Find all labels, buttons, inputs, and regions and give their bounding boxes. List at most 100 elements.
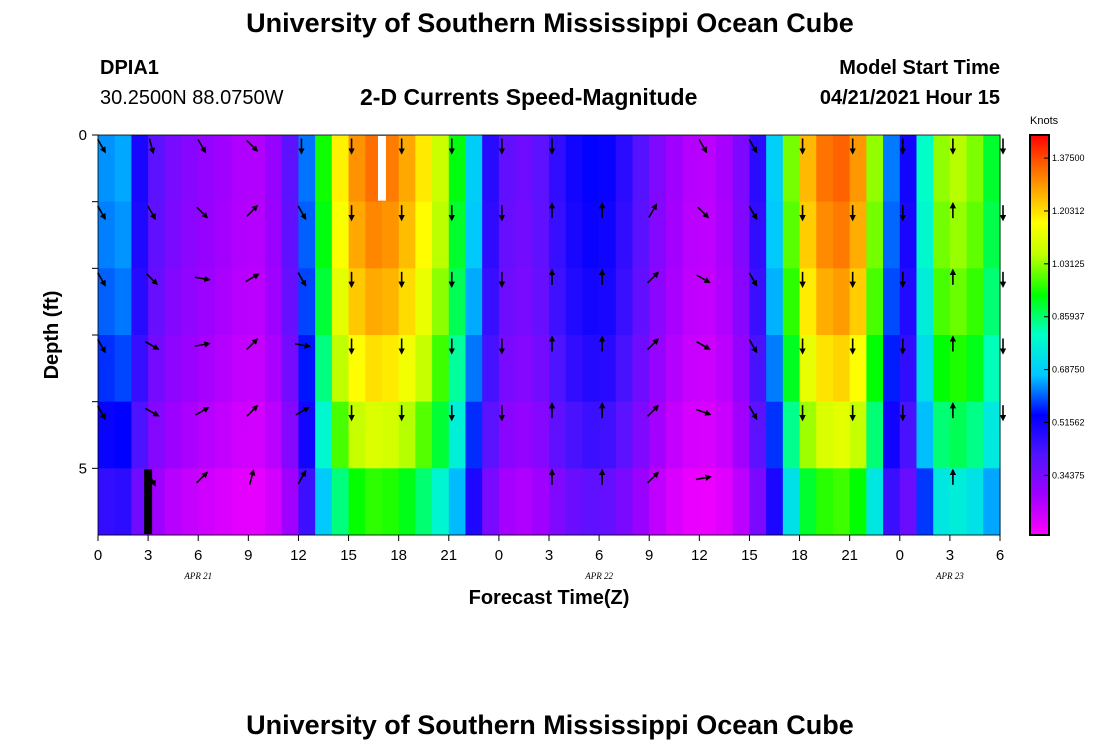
heatmap-cell — [682, 201, 700, 269]
current-vector-arrow — [197, 138, 207, 154]
current-vector-arrow — [97, 138, 106, 154]
heatmap-cell — [214, 135, 233, 203]
heatmap-cell — [114, 335, 132, 403]
heatmap-cell — [782, 268, 801, 336]
heatmap-cell — [949, 268, 968, 336]
heatmap-cell — [181, 468, 199, 536]
heatmap-cell — [148, 335, 166, 403]
heatmap-cell — [699, 268, 717, 336]
heatmap-cell — [432, 201, 450, 269]
heatmap-cell — [883, 335, 901, 403]
heatmap-cell — [315, 401, 333, 469]
heatmap-cell — [866, 201, 884, 269]
heatmap-cell — [983, 401, 1001, 469]
x-tick-label: 6 — [595, 547, 603, 564]
heatmap-cell — [482, 135, 500, 203]
x-tick-label: 0 — [896, 547, 904, 564]
heatmap-cell — [515, 268, 533, 336]
heatmap-cell — [131, 335, 149, 403]
heatmap-cell — [933, 135, 951, 203]
heatmap-cell — [231, 268, 249, 336]
heatmap-cell — [265, 268, 283, 336]
heatmap-cell — [131, 201, 149, 269]
heatmap-cells — [98, 135, 1001, 536]
station-id: DPIA1 — [100, 57, 159, 79]
heatmap-cell — [565, 268, 583, 336]
current-vector-arrow — [148, 138, 156, 155]
heatmap-cell — [281, 201, 300, 269]
heatmap-cell — [716, 401, 734, 469]
heatmap-cell — [532, 135, 550, 203]
date-label: APR 23 — [935, 571, 964, 581]
heatmap-cell — [732, 201, 751, 269]
x-tick-label: 21 — [440, 547, 457, 564]
x-axis-title: Forecast Time(Z) — [469, 587, 630, 609]
current-vector-arrow — [145, 407, 160, 417]
heatmap-cell — [966, 201, 984, 269]
x-tick-label: 6 — [194, 547, 202, 564]
heatmap-cell — [549, 468, 567, 536]
axes: 0 3 6 9 12 15 18 21 0 3 6 9 12 15 18 21 0 3 6 APR 21 APR 22 A… — [79, 127, 1005, 581]
heatmap-cell — [782, 335, 801, 403]
heatmap-cell — [331, 135, 350, 203]
heatmap-cell — [866, 335, 884, 403]
black-bar-marker — [144, 469, 153, 534]
heatmap-cell — [549, 335, 567, 403]
heatmap-cell — [883, 468, 901, 536]
heatmap-cell — [448, 468, 467, 536]
heatmap-cell — [465, 401, 483, 469]
heatmap-cell — [181, 135, 199, 203]
heatmap-cell — [482, 401, 500, 469]
heatmap-cell — [565, 335, 583, 403]
heatmap-cell — [966, 135, 984, 203]
heatmap-cell — [231, 468, 249, 536]
heatmap-cell — [532, 468, 550, 536]
date-label: APR 21 — [183, 571, 212, 581]
heatmap-cell — [866, 135, 884, 203]
colorbar-unit: Knots — [1030, 115, 1059, 127]
heatmap-cell — [331, 335, 350, 403]
heatmap-cell — [949, 335, 968, 403]
current-vector-arrow — [748, 138, 758, 154]
current-vector-arrow — [145, 341, 160, 350]
heatmap-cell — [615, 201, 634, 269]
heatmap-cell — [181, 335, 199, 403]
x-tick-label: 15 — [741, 547, 758, 564]
heatmap-cell — [949, 401, 968, 469]
heatmap-cell — [315, 135, 333, 203]
markers-layer — [144, 136, 386, 534]
heatmap-cell — [549, 201, 567, 269]
heatmap-cell — [331, 201, 350, 269]
heatmap-cell — [131, 135, 149, 203]
heatmap-cell — [732, 468, 751, 536]
heatmap-cell — [732, 401, 751, 469]
current-vector-arrow — [696, 274, 711, 284]
heatmap-cell — [883, 268, 901, 336]
current-vector-arrow — [246, 204, 259, 217]
heatmap-cell — [599, 468, 617, 536]
x-tick-label: 6 — [996, 547, 1004, 564]
heatmap-cell — [615, 468, 634, 536]
heatmap-cell — [565, 201, 583, 269]
heatmap-cell — [398, 468, 416, 536]
current-vector-arrow — [97, 272, 106, 287]
heatmap-cell — [632, 401, 650, 469]
heatmap-cell — [832, 268, 851, 336]
heatmap-cell — [682, 401, 700, 469]
heatmap-cell — [315, 268, 333, 336]
heatmap-cell — [899, 468, 918, 536]
heatmap-cell — [732, 268, 751, 336]
current-vector-arrow — [147, 205, 156, 221]
heatmap-cell — [465, 201, 483, 269]
heatmap-cell — [114, 468, 132, 536]
heatmap-cell — [732, 335, 751, 403]
colorbar-tick-label: 0.34375 — [1052, 470, 1085, 480]
model-start-label: Model Start Time — [839, 57, 1000, 79]
heatmap-cell — [498, 468, 517, 536]
current-vector-arrow — [97, 405, 106, 421]
heatmap-cell — [331, 401, 350, 469]
colorbar-tick-label: 0.51562 — [1052, 418, 1085, 428]
heatmap-cell — [565, 135, 583, 203]
heatmap-cell — [716, 335, 734, 403]
heatmap-cell — [782, 135, 801, 203]
